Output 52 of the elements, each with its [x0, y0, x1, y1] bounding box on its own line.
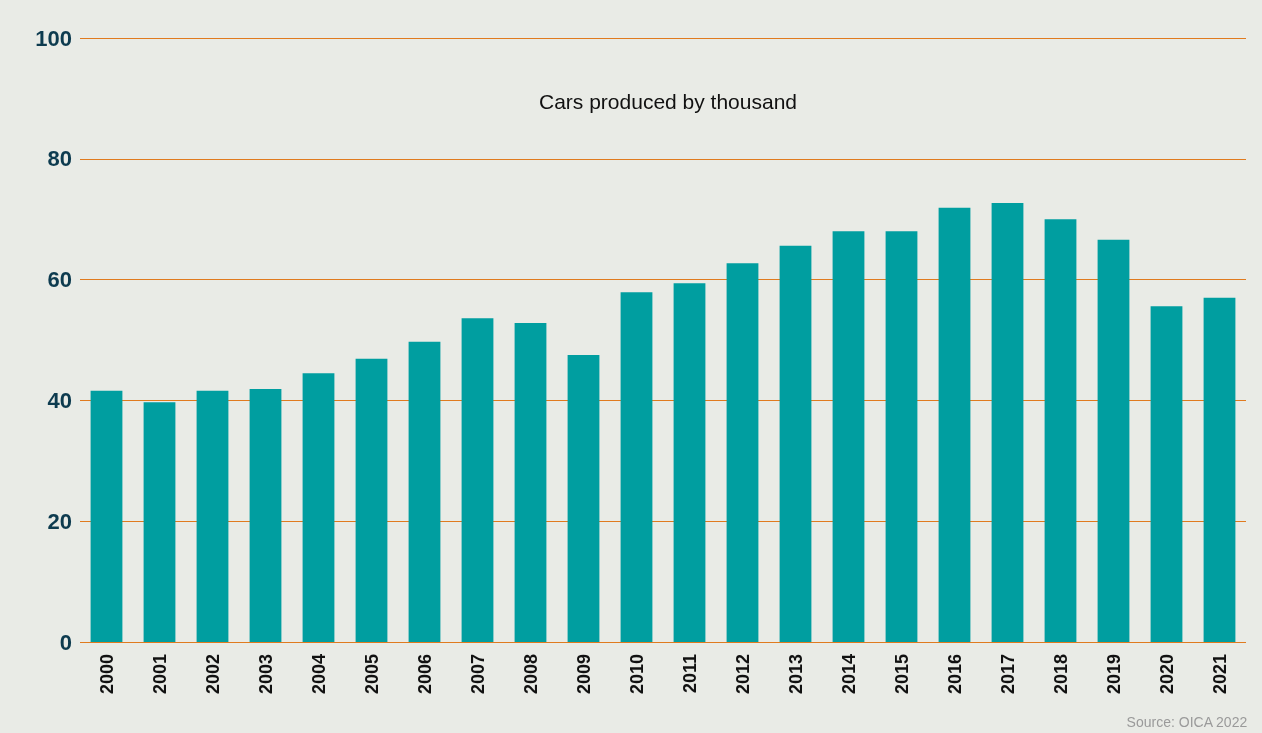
x-tick-label: 2013 [785, 654, 806, 695]
x-tick-label: 2007 [467, 654, 488, 695]
x-tick-label: 2002 [202, 654, 223, 695]
x-tick-label: 2019 [1103, 654, 1124, 695]
x-tick-label: 2021 [1209, 654, 1230, 695]
y-tick-label: 60 [47, 267, 72, 293]
x-tick-label: 2012 [732, 654, 753, 695]
bar [1150, 306, 1183, 642]
x-tick-label: 2017 [997, 654, 1018, 695]
y-tick-label: 80 [47, 146, 72, 172]
x-tick-label: 2010 [626, 654, 647, 695]
y-tick-label: 20 [47, 508, 72, 534]
x-tick-label: 2004 [308, 654, 329, 695]
x-tick-label: 2014 [838, 654, 859, 695]
bar [408, 341, 441, 642]
bar [90, 390, 123, 642]
bar [832, 231, 865, 642]
bar [673, 283, 706, 642]
bar [461, 318, 494, 642]
y-tick-label: 100 [35, 25, 72, 51]
bar [514, 323, 547, 642]
bar [1097, 239, 1130, 642]
x-tick-label: 2003 [255, 654, 276, 695]
x-tick-label: 2000 [96, 654, 117, 695]
y-tick-label: 0 [59, 629, 72, 655]
text: Cars produced by thousand [539, 90, 797, 113]
x-tick-label: 2015 [891, 654, 912, 695]
y-tick-label: 40 [47, 387, 72, 413]
bar [938, 207, 971, 642]
bar [196, 390, 229, 642]
bar [620, 292, 653, 642]
bar [249, 388, 282, 642]
bar [991, 202, 1024, 642]
x-tick-label: 2005 [361, 654, 382, 695]
x-tick-label: 2008 [520, 654, 541, 695]
x-tick-label: 2020 [1156, 654, 1177, 695]
bar [779, 245, 812, 642]
bar [1203, 297, 1236, 642]
bar [143, 402, 176, 642]
bar [567, 355, 600, 642]
x-tick-label: 2001 [149, 654, 170, 695]
x-tick-label: 2009 [573, 654, 594, 695]
bar [302, 373, 335, 642]
x-tick-label: 2018 [1050, 654, 1071, 695]
bar [885, 231, 918, 642]
x-tick-label: 2011 [679, 654, 700, 694]
bar [355, 358, 388, 642]
bar [1044, 219, 1077, 642]
x-tick-label: 2006 [414, 654, 435, 695]
bar [726, 263, 759, 642]
x-tick-label: 2016 [944, 654, 965, 695]
source-note: Source: OICA 2022 [1126, 714, 1248, 730]
